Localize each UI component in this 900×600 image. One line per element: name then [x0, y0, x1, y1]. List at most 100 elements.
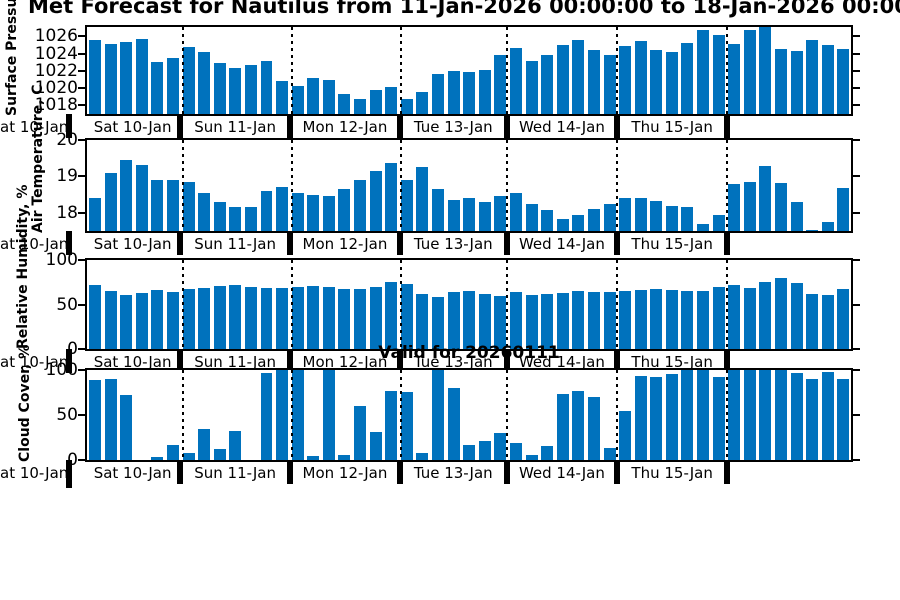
- day-label-cell: Thu 15-Jan: [631, 464, 713, 482]
- bar: [89, 198, 101, 231]
- bar: [775, 182, 788, 231]
- bar: [806, 229, 819, 231]
- bar: [229, 284, 242, 349]
- bar: [385, 162, 398, 231]
- bar: [135, 292, 148, 349]
- bar: [385, 390, 398, 460]
- day-separator-tick: [66, 460, 72, 488]
- bar: [120, 160, 133, 231]
- day-separator-tick: [177, 233, 184, 255]
- bar: [697, 291, 710, 349]
- bar: [276, 288, 289, 349]
- bar: [166, 58, 179, 114]
- y-tick-label: 1018: [34, 95, 78, 116]
- bar: [790, 51, 803, 114]
- bar: [447, 292, 460, 349]
- day-separator-tick: [724, 116, 731, 138]
- bar: [416, 293, 429, 349]
- y-tick-label: 50: [56, 294, 78, 315]
- day-separator-tick: [287, 351, 294, 373]
- day-separator-tick: [66, 114, 72, 138]
- day-label-cell: Tue 13-Jan: [413, 353, 493, 371]
- bar: [665, 205, 678, 231]
- bar: [291, 85, 304, 114]
- bar: [650, 50, 663, 114]
- bar: [400, 284, 413, 349]
- day-label-cell: Thu 15-Jan: [631, 118, 713, 136]
- day-separator-tick: [724, 233, 731, 255]
- day-separator-tick: [287, 116, 294, 138]
- bar: [541, 55, 554, 114]
- bar: [291, 192, 304, 231]
- day-boundary-line: [725, 27, 728, 114]
- y-tick-mark: [78, 348, 85, 350]
- bar: [307, 285, 320, 349]
- bar: [276, 187, 289, 231]
- bar: [89, 284, 101, 349]
- bar: [463, 71, 476, 114]
- y-tick-label: 100: [45, 360, 78, 380]
- bar: [151, 290, 164, 349]
- day-label-cell: Sun 11-Jan: [194, 353, 276, 371]
- y-tick-label: 1020: [34, 78, 78, 99]
- bar: [759, 282, 772, 349]
- y-tick-mark: [78, 35, 85, 38]
- day-boundary-line: [400, 260, 403, 349]
- bar: [509, 192, 522, 231]
- bar: [541, 209, 554, 231]
- cloud-cover-plot: [85, 368, 853, 462]
- y-tick-label: 0: [67, 450, 78, 470]
- bar: [307, 456, 320, 460]
- bar: [198, 429, 211, 460]
- bar: [182, 46, 195, 114]
- bar: [494, 196, 507, 231]
- day-label-cell: Sat 10-Jan: [93, 464, 172, 482]
- day-boundary-line: [181, 27, 184, 114]
- bar: [307, 77, 320, 114]
- bar: [400, 391, 413, 460]
- day-boundary-line: [506, 260, 509, 349]
- y-tick-mark: [853, 211, 860, 214]
- y-tick-mark: [78, 87, 85, 90]
- y-tick-label: 50: [56, 405, 78, 425]
- bar: [587, 292, 600, 349]
- bar: [447, 388, 460, 460]
- bar: [104, 291, 117, 349]
- day-separator-tick: [396, 233, 403, 255]
- day-label-cell: Tue 13-Jan: [413, 235, 493, 253]
- bar: [619, 291, 632, 349]
- bar: [463, 444, 476, 460]
- y-tick-mark: [78, 104, 85, 107]
- bar: [509, 292, 522, 349]
- bar: [338, 94, 351, 114]
- bar: [697, 370, 710, 460]
- bar: [322, 286, 335, 349]
- bar: [104, 379, 117, 460]
- bar: [837, 379, 850, 460]
- bar: [198, 192, 211, 231]
- day-boundary-line: [506, 27, 509, 114]
- bar: [650, 289, 663, 349]
- bar: [509, 47, 522, 114]
- bar: [775, 48, 788, 114]
- bar: [603, 292, 616, 349]
- y-tick-mark: [78, 69, 85, 72]
- bar: [478, 201, 491, 231]
- bar: [400, 98, 413, 114]
- bar: [354, 406, 367, 460]
- day-separator-tick: [396, 116, 403, 138]
- bar: [587, 50, 600, 114]
- day-label-cell: Mon 12-Jan: [302, 464, 388, 482]
- y-tick-mark: [853, 104, 860, 107]
- bar: [525, 294, 538, 349]
- bar: [322, 80, 335, 114]
- bar: [369, 286, 382, 349]
- y-tick-mark: [78, 369, 85, 371]
- y-tick-mark: [853, 35, 860, 38]
- day-separator-tick: [66, 231, 72, 255]
- bar: [369, 89, 382, 114]
- bar: [806, 379, 819, 460]
- bar: [728, 370, 741, 460]
- bar: [665, 373, 678, 460]
- bar: [790, 201, 803, 231]
